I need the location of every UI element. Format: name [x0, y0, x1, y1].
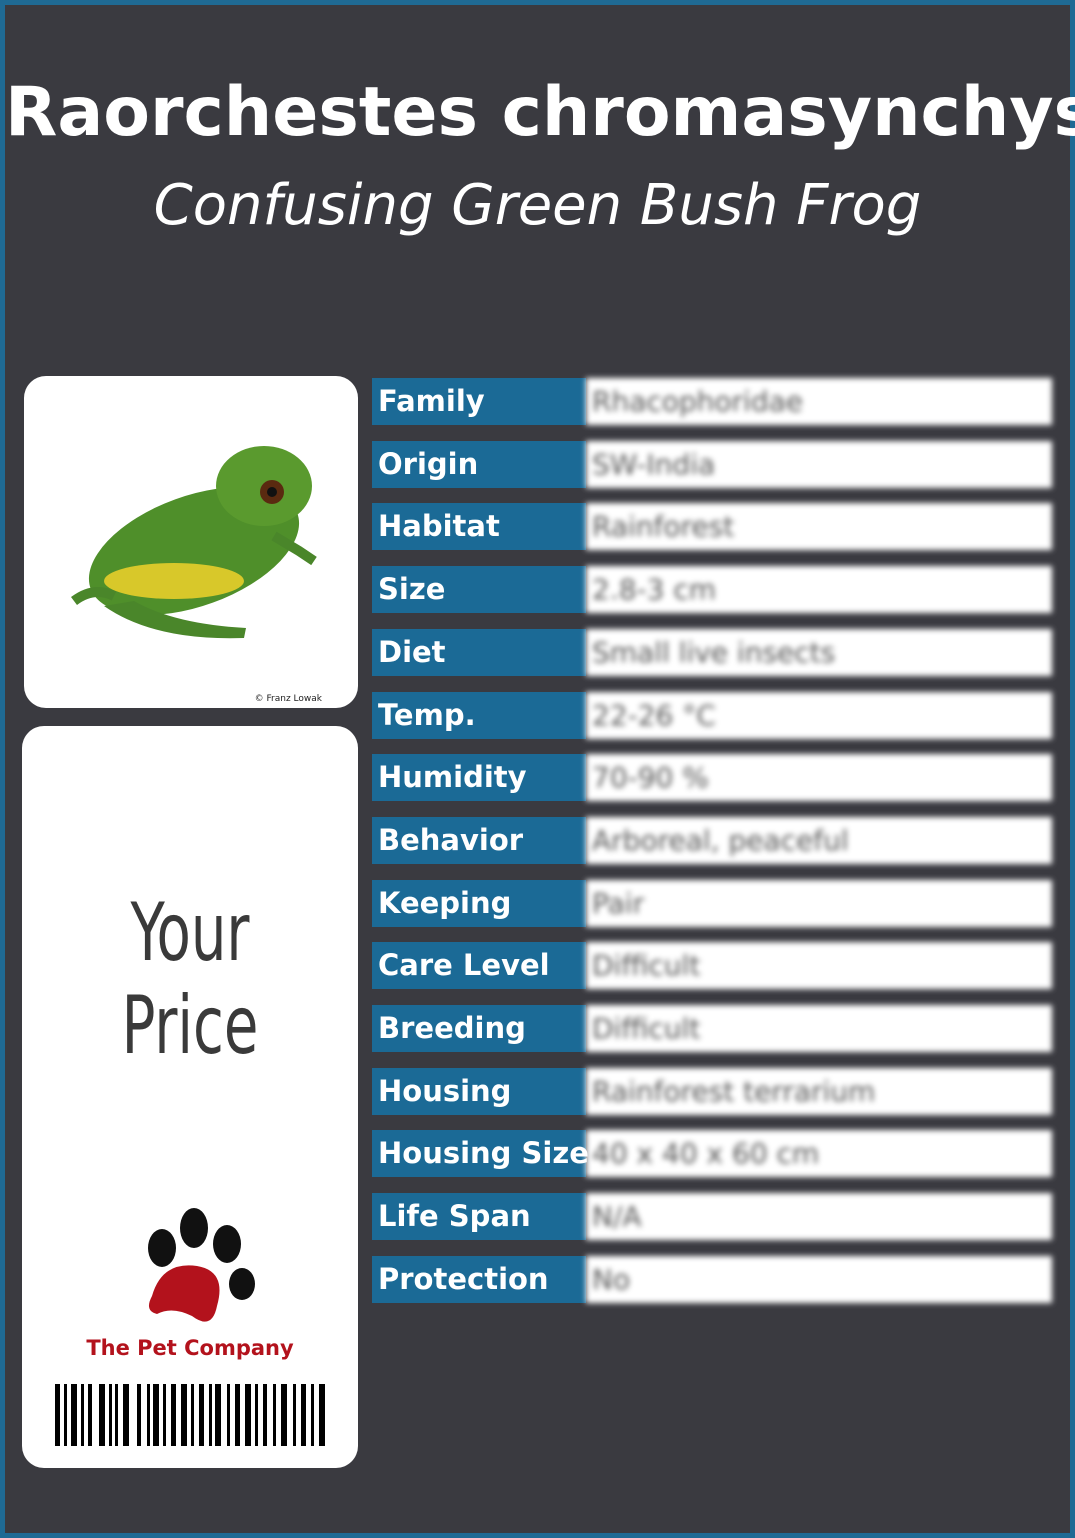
row-value: 70-90 %: [586, 754, 1052, 802]
row-value: Rainforest: [586, 503, 1052, 551]
row-label: Care Level: [372, 942, 586, 990]
row-label: Behavior: [372, 816, 586, 864]
row-value: Difficult: [586, 942, 1052, 990]
row-value: SW-India: [586, 440, 1052, 488]
row-label: Keeping: [372, 879, 586, 927]
row-label: Origin: [372, 440, 586, 488]
row-label: Family: [372, 378, 586, 425]
title: Raorchestes chromasynchysi: [5, 73, 1075, 152]
photo-card: © Franz Lowak: [24, 376, 358, 708]
table-row: Life Span N/A: [372, 1193, 1052, 1241]
table-row: Temp. 22-26 °C: [372, 691, 1052, 739]
row-label: Size: [372, 566, 586, 614]
row-label: Diet: [372, 628, 586, 676]
table-row: Keeping Pair: [372, 879, 1052, 927]
table-row: Humidity 70-90 %: [372, 754, 1052, 802]
table-row: Origin SW-India: [372, 440, 1052, 488]
subtitle: Confusing Green Bush Frog: [153, 173, 922, 238]
table-row: Diet Small live insects: [372, 628, 1052, 676]
row-label: Housing: [372, 1067, 586, 1115]
row-value: Small live insects: [586, 628, 1052, 676]
table-row: Housing Rainforest terrarium: [372, 1067, 1052, 1115]
row-label: Breeding: [372, 1005, 586, 1052]
row-value: 2.8-3 cm: [586, 566, 1052, 614]
row-value: Rhacophoridae: [586, 378, 1052, 425]
row-label: Life Span: [372, 1193, 586, 1241]
table-row: Breeding Difficult: [372, 1005, 1052, 1052]
price-label: Your Price: [121, 886, 259, 1072]
row-value: Rainforest terrarium: [586, 1067, 1052, 1115]
paw-logo: [148, 1208, 255, 1322]
photo-credit: © Franz Lowak: [254, 694, 322, 704]
row-label: Habitat: [372, 503, 586, 551]
brand-name: The Pet Company: [86, 1336, 294, 1360]
row-value: N/A: [586, 1193, 1052, 1241]
table-row: Size 2.8-3 cm: [372, 566, 1052, 614]
table-row: Housing Size 40 x 40 x 60 cm: [372, 1130, 1052, 1178]
row-label: Temp.: [372, 691, 586, 739]
row-value: No: [586, 1255, 1052, 1303]
price-card: Your Price The Pet Company: [22, 726, 358, 1468]
frog-image: [71, 446, 317, 639]
table-row: Family Rhacophoridae: [372, 378, 1052, 425]
table-row: Behavior Arboreal, peaceful: [372, 816, 1052, 864]
row-value: 22-26 °C: [586, 691, 1052, 739]
row-value: Difficult: [586, 1005, 1052, 1052]
table-row: Habitat Rainforest: [372, 503, 1052, 551]
table-row: Protection No: [372, 1255, 1052, 1303]
row-label: Housing Size: [372, 1130, 589, 1178]
barcode: [55, 1384, 325, 1446]
row-value: Arboreal, peaceful: [586, 816, 1052, 864]
row-label: Protection: [372, 1255, 586, 1303]
row-value: 40 x 40 x 60 cm: [586, 1130, 1052, 1178]
row-label: Humidity: [372, 754, 586, 802]
table-row: Care Level Difficult: [372, 942, 1052, 990]
row-value: Pair: [586, 879, 1052, 927]
